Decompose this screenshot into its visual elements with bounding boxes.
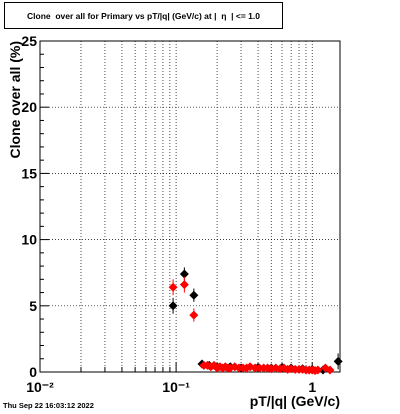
x-axis-title: pT/|q| (GeV/c) — [250, 393, 340, 409]
data-point — [168, 301, 178, 311]
x-tick-label: 10⁻¹ — [162, 379, 190, 395]
series-red — [168, 276, 335, 376]
x-tick-label: 10⁻² — [26, 379, 54, 395]
y-tick-label: 10 — [21, 232, 37, 248]
data-point — [189, 310, 199, 320]
data-point — [179, 269, 189, 279]
y-axis-title: Clone over all (%) — [7, 41, 23, 158]
grid-lines — [40, 41, 340, 372]
y-tick-label: 5 — [29, 298, 37, 314]
x-tick-label: 1 — [308, 379, 316, 395]
chart-title: Clone over all for Primary vs pT/|q| (Ge… — [4, 2, 283, 29]
plot-frame — [39, 40, 341, 373]
data-point — [333, 356, 343, 366]
data-points — [168, 267, 343, 376]
data-point — [313, 365, 323, 375]
y-tick-label: 0 — [29, 364, 37, 380]
data-point — [189, 290, 199, 300]
timestamp: Thu Sep 22 16:03:12 2022 — [3, 401, 94, 410]
data-point — [179, 280, 189, 290]
y-tick-label: 20 — [21, 99, 37, 115]
axes — [39, 40, 341, 373]
series-black — [168, 267, 343, 375]
data-point — [168, 282, 178, 292]
axis-labels: 0 5 10 15 20 25 10⁻² 10⁻¹ 1pT/|q| (GeV/c) Clone o… — [7, 33, 340, 409]
y-tick-label: 15 — [21, 165, 37, 181]
data-point — [325, 365, 335, 375]
y-tick-label: 25 — [21, 33, 37, 49]
